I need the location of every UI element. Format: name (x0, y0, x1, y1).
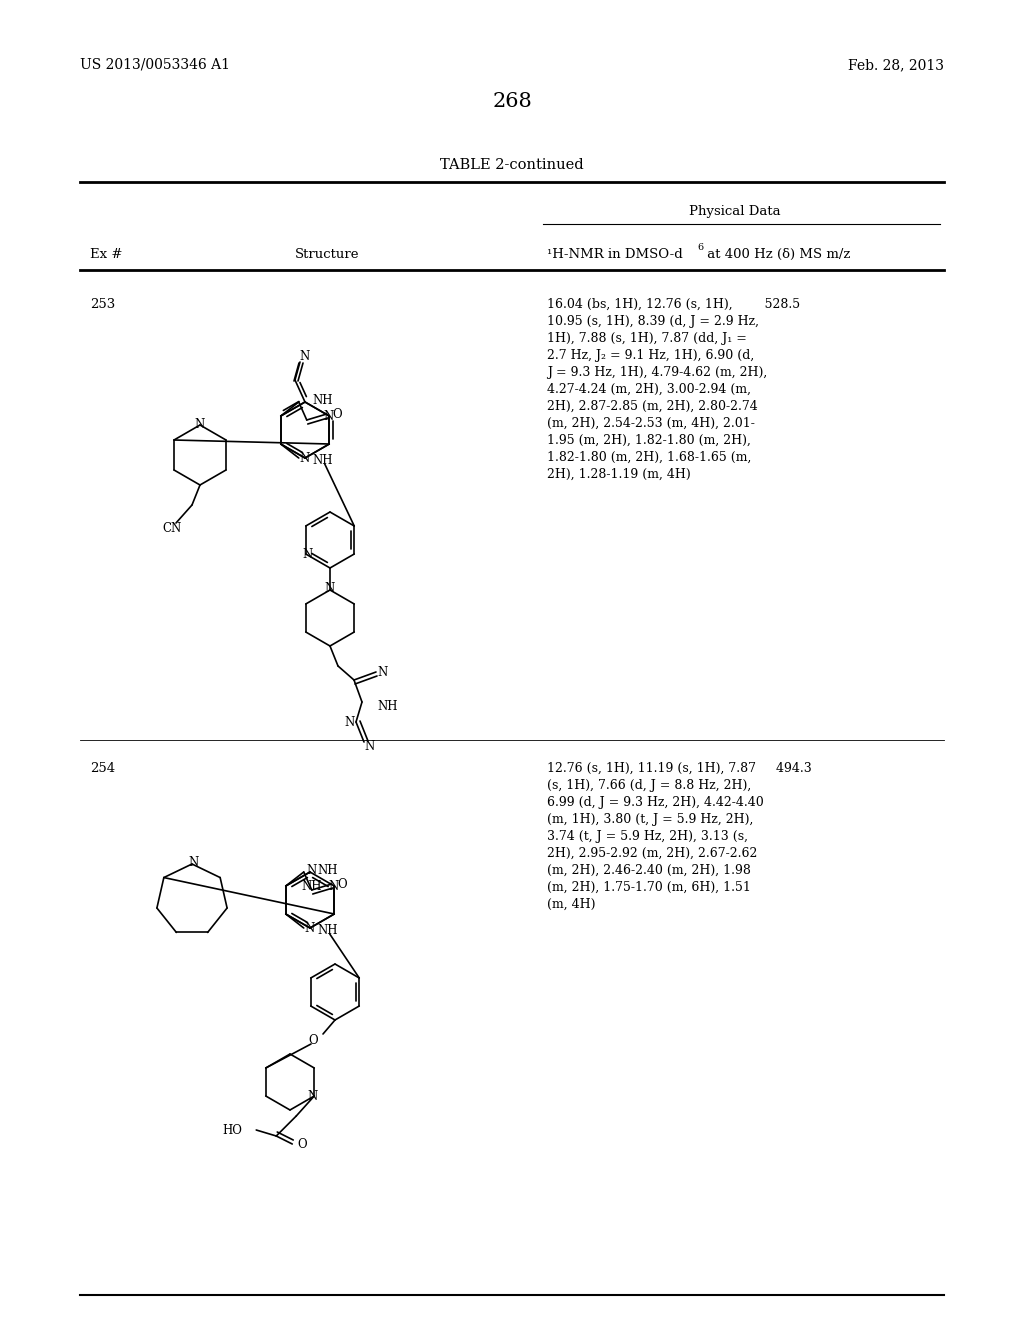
Text: 1.82-1.80 (m, 2H), 1.68-1.65 (m,: 1.82-1.80 (m, 2H), 1.68-1.65 (m, (547, 451, 752, 465)
Text: N: N (307, 863, 317, 876)
Text: 12.76 (s, 1H), 11.19 (s, 1H), 7.87     494.3: 12.76 (s, 1H), 11.19 (s, 1H), 7.87 494.3 (547, 762, 812, 775)
Text: N: N (365, 741, 375, 754)
Text: (m, 4H): (m, 4H) (547, 898, 596, 911)
Text: N: N (300, 351, 310, 363)
Text: O: O (308, 1034, 317, 1047)
Text: HO: HO (222, 1123, 243, 1137)
Text: O: O (332, 408, 342, 421)
Text: NH: NH (312, 454, 333, 466)
Text: (m, 2H), 2.54-2.53 (m, 4H), 2.01-: (m, 2H), 2.54-2.53 (m, 4H), 2.01- (547, 417, 755, 430)
Text: N: N (328, 879, 338, 892)
Text: Physical Data: Physical Data (689, 205, 781, 218)
Text: 16.04 (bs, 1H), 12.76 (s, 1H),        528.5: 16.04 (bs, 1H), 12.76 (s, 1H), 528.5 (547, 298, 800, 312)
Text: N: N (188, 855, 199, 869)
Text: NH: NH (312, 393, 333, 407)
Text: 1.95 (m, 2H), 1.82-1.80 (m, 2H),: 1.95 (m, 2H), 1.82-1.80 (m, 2H), (547, 434, 751, 447)
Text: N: N (303, 548, 313, 561)
Text: ¹H-NMR in DMSO-d: ¹H-NMR in DMSO-d (547, 248, 683, 261)
Text: Ex #: Ex # (90, 248, 123, 261)
Text: 3.74 (t, J = 5.9 Hz, 2H), 3.13 (s,: 3.74 (t, J = 5.9 Hz, 2H), 3.13 (s, (547, 830, 748, 843)
Text: 1H), 7.88 (s, 1H), 7.87 (dd, J₁ =: 1H), 7.88 (s, 1H), 7.87 (dd, J₁ = (547, 333, 746, 345)
Text: at 400 Hz (δ) MS m/z: at 400 Hz (δ) MS m/z (703, 248, 850, 261)
Text: 6.99 (d, J = 9.3 Hz, 2H), 4.42-4.40: 6.99 (d, J = 9.3 Hz, 2H), 4.42-4.40 (547, 796, 764, 809)
Text: (m, 2H), 1.75-1.70 (m, 6H), 1.51: (m, 2H), 1.75-1.70 (m, 6H), 1.51 (547, 880, 751, 894)
Text: N: N (345, 715, 355, 729)
Text: 2H), 2.95-2.92 (m, 2H), 2.67-2.62: 2H), 2.95-2.92 (m, 2H), 2.67-2.62 (547, 847, 758, 861)
Text: N: N (324, 409, 334, 422)
Text: 10.95 (s, 1H), 8.39 (d, J = 2.9 Hz,: 10.95 (s, 1H), 8.39 (d, J = 2.9 Hz, (547, 315, 759, 327)
Text: N: N (305, 923, 315, 936)
Text: N: N (300, 453, 310, 466)
Text: 2.7 Hz, J₂ = 9.1 Hz, 1H), 6.90 (d,: 2.7 Hz, J₂ = 9.1 Hz, 1H), 6.90 (d, (547, 348, 755, 362)
Text: O: O (337, 878, 346, 891)
Text: N: N (378, 665, 388, 678)
Text: (m, 2H), 2.46-2.40 (m, 2H), 1.98: (m, 2H), 2.46-2.40 (m, 2H), 1.98 (547, 865, 751, 876)
Text: NH: NH (378, 700, 398, 713)
Text: N: N (307, 1089, 317, 1102)
Text: NH: NH (317, 924, 338, 936)
Text: N: N (195, 417, 205, 430)
Text: 2H), 1.28-1.19 (m, 4H): 2H), 1.28-1.19 (m, 4H) (547, 469, 691, 480)
Text: N: N (325, 582, 335, 595)
Text: TABLE 2-continued: TABLE 2-continued (440, 158, 584, 172)
Text: US 2013/0053346 A1: US 2013/0053346 A1 (80, 58, 230, 73)
Text: 4.27-4.24 (m, 2H), 3.00-2.94 (m,: 4.27-4.24 (m, 2H), 3.00-2.94 (m, (547, 383, 751, 396)
Text: J = 9.3 Hz, 1H), 4.79-4.62 (m, 2H),: J = 9.3 Hz, 1H), 4.79-4.62 (m, 2H), (547, 366, 767, 379)
Text: 2H), 2.87-2.85 (m, 2H), 2.80-2.74: 2H), 2.87-2.85 (m, 2H), 2.80-2.74 (547, 400, 758, 413)
Text: 254: 254 (90, 762, 115, 775)
Text: (m, 1H), 3.80 (t, J = 5.9 Hz, 2H),: (m, 1H), 3.80 (t, J = 5.9 Hz, 2H), (547, 813, 754, 826)
Text: (s, 1H), 7.66 (d, J = 8.8 Hz, 2H),: (s, 1H), 7.66 (d, J = 8.8 Hz, 2H), (547, 779, 752, 792)
Text: NH: NH (317, 863, 338, 876)
Text: 268: 268 (493, 92, 531, 111)
Text: Structure: Structure (295, 248, 359, 261)
Text: 253: 253 (90, 298, 116, 312)
Text: Feb. 28, 2013: Feb. 28, 2013 (848, 58, 944, 73)
Text: NH: NH (302, 879, 323, 892)
Text: 6: 6 (697, 243, 703, 252)
Text: O: O (297, 1138, 307, 1151)
Text: CN: CN (162, 523, 181, 536)
